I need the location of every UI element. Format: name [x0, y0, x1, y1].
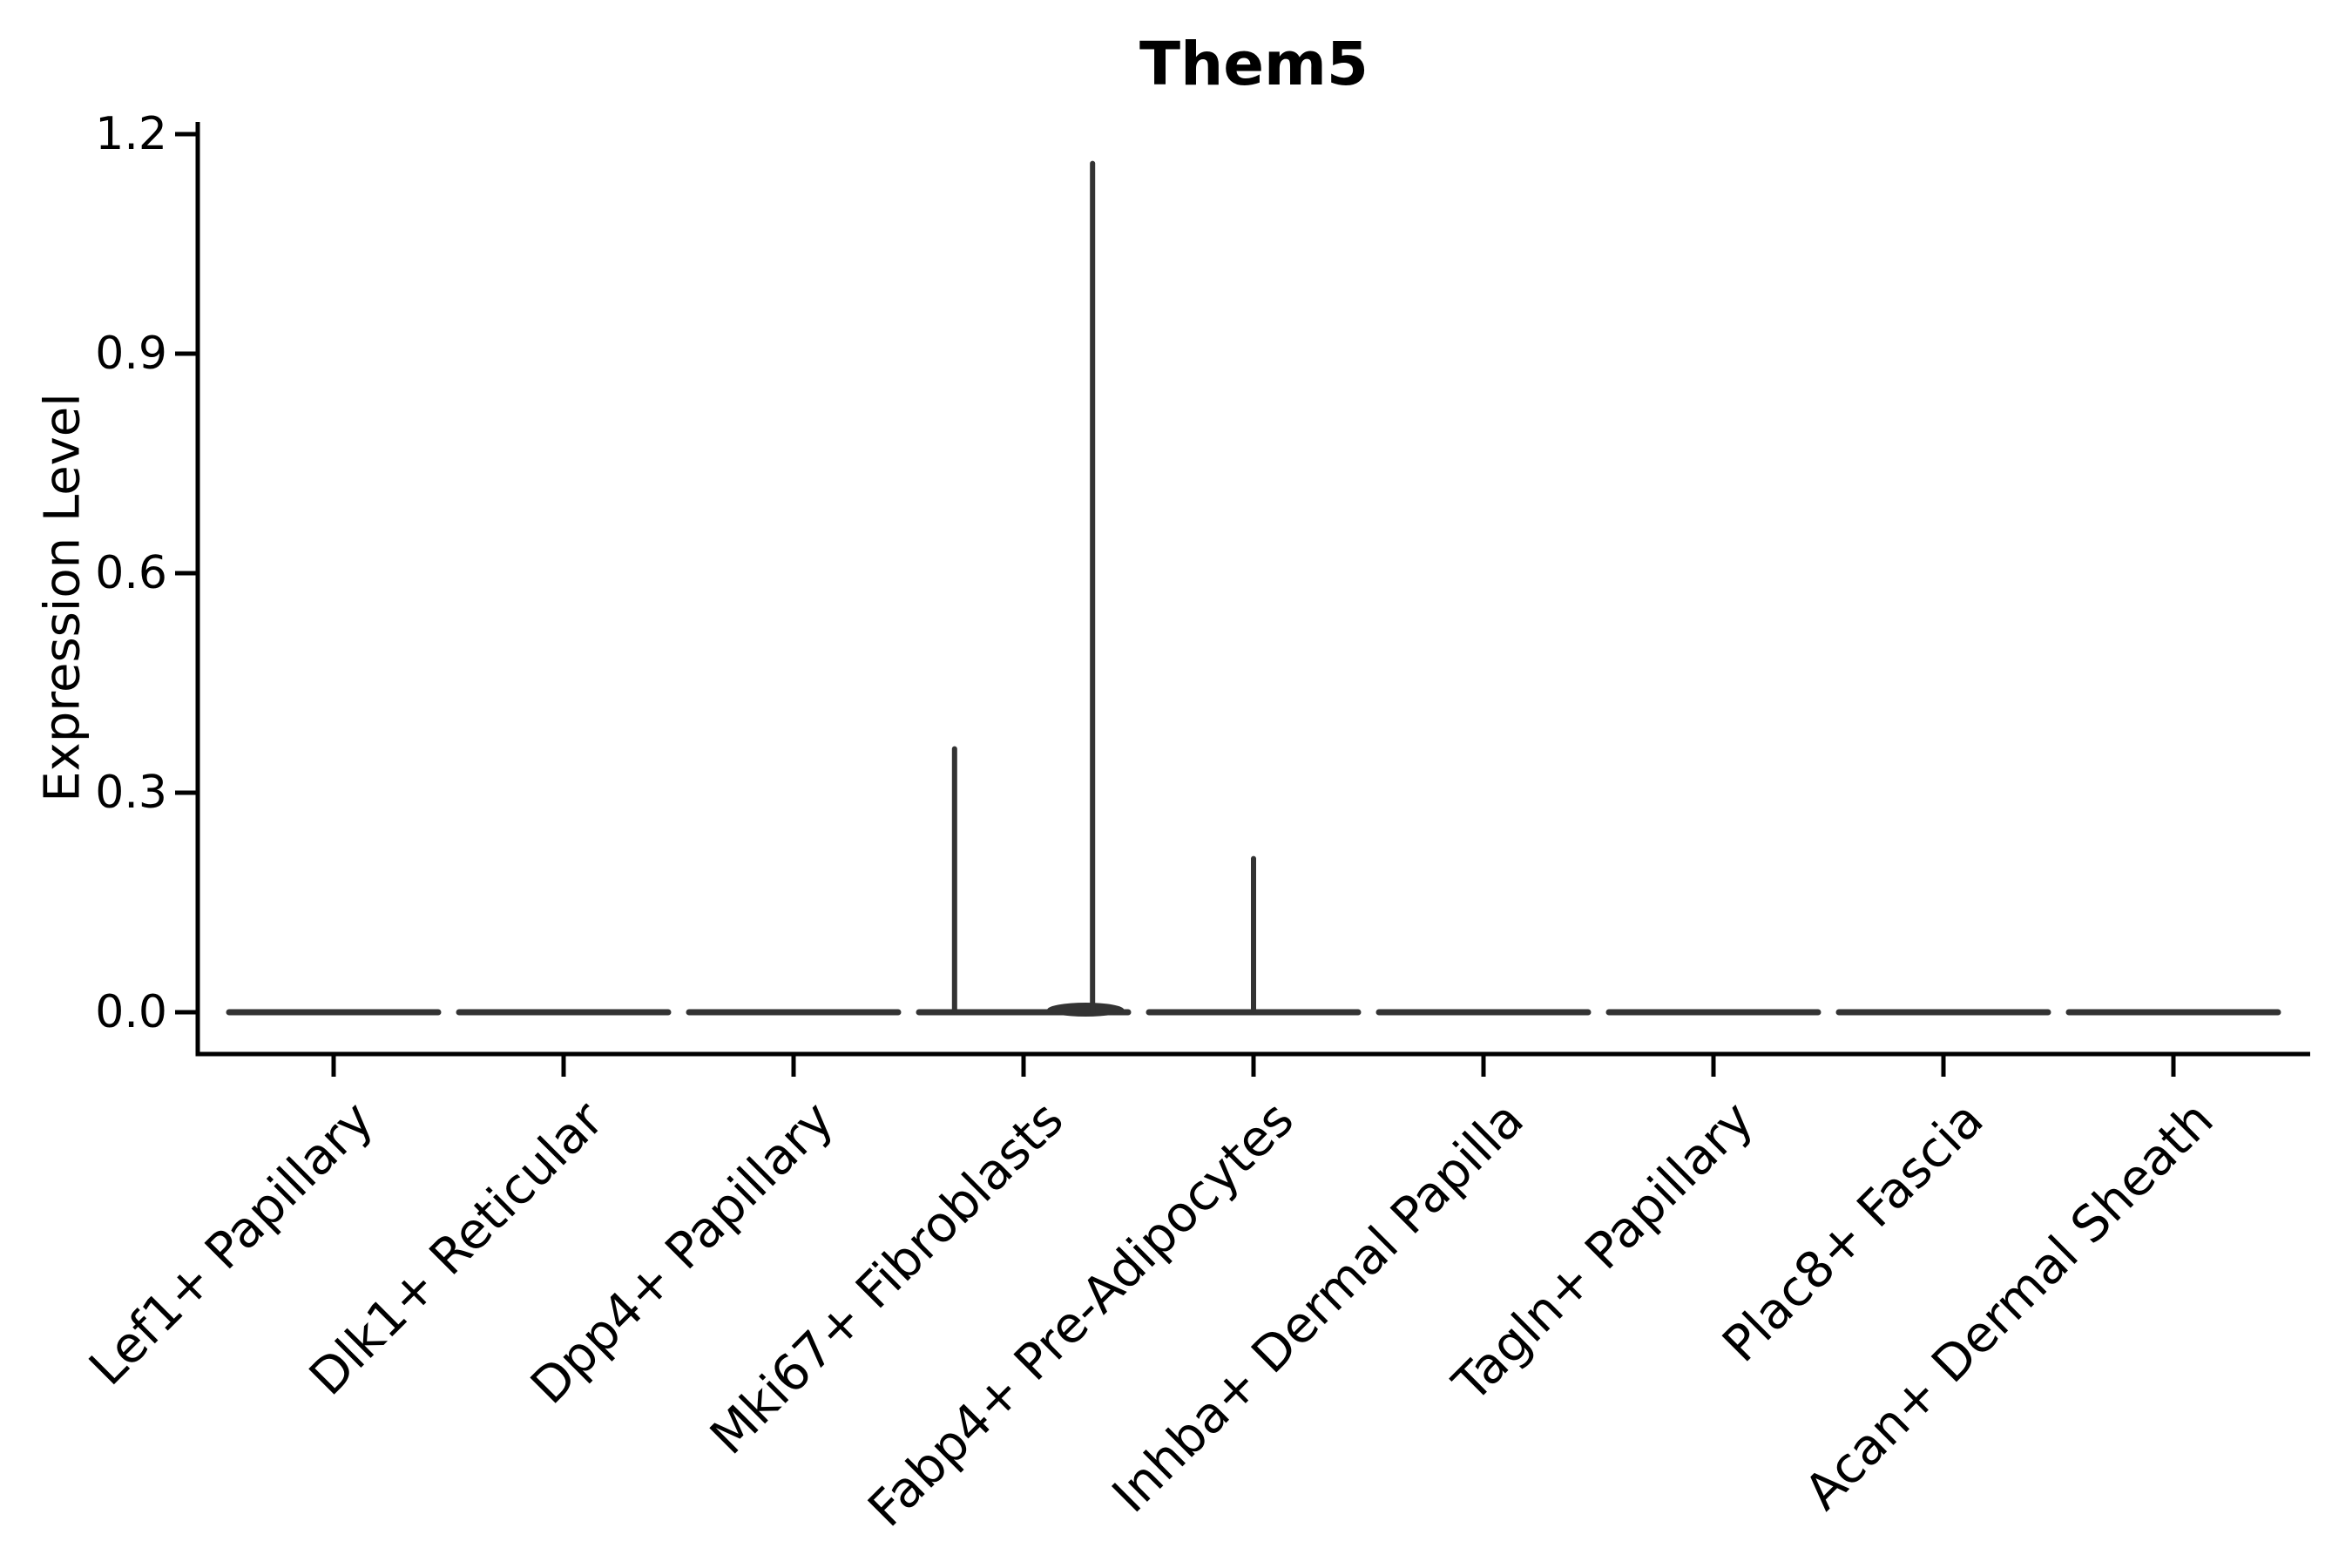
y-tick-label: 1.2	[95, 108, 167, 160]
violin-density-bulge	[1047, 1003, 1125, 1017]
y-tick-label: 0.0	[95, 986, 167, 1038]
y-tick-label: 0.9	[95, 328, 167, 380]
y-tick-label: 0.3	[95, 767, 167, 819]
chart-title: Them5	[1139, 30, 1369, 99]
y-tick-label: 0.6	[95, 547, 167, 599]
